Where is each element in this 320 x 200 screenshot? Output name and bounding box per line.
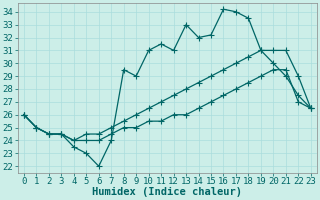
X-axis label: Humidex (Indice chaleur): Humidex (Indice chaleur) — [92, 187, 242, 197]
